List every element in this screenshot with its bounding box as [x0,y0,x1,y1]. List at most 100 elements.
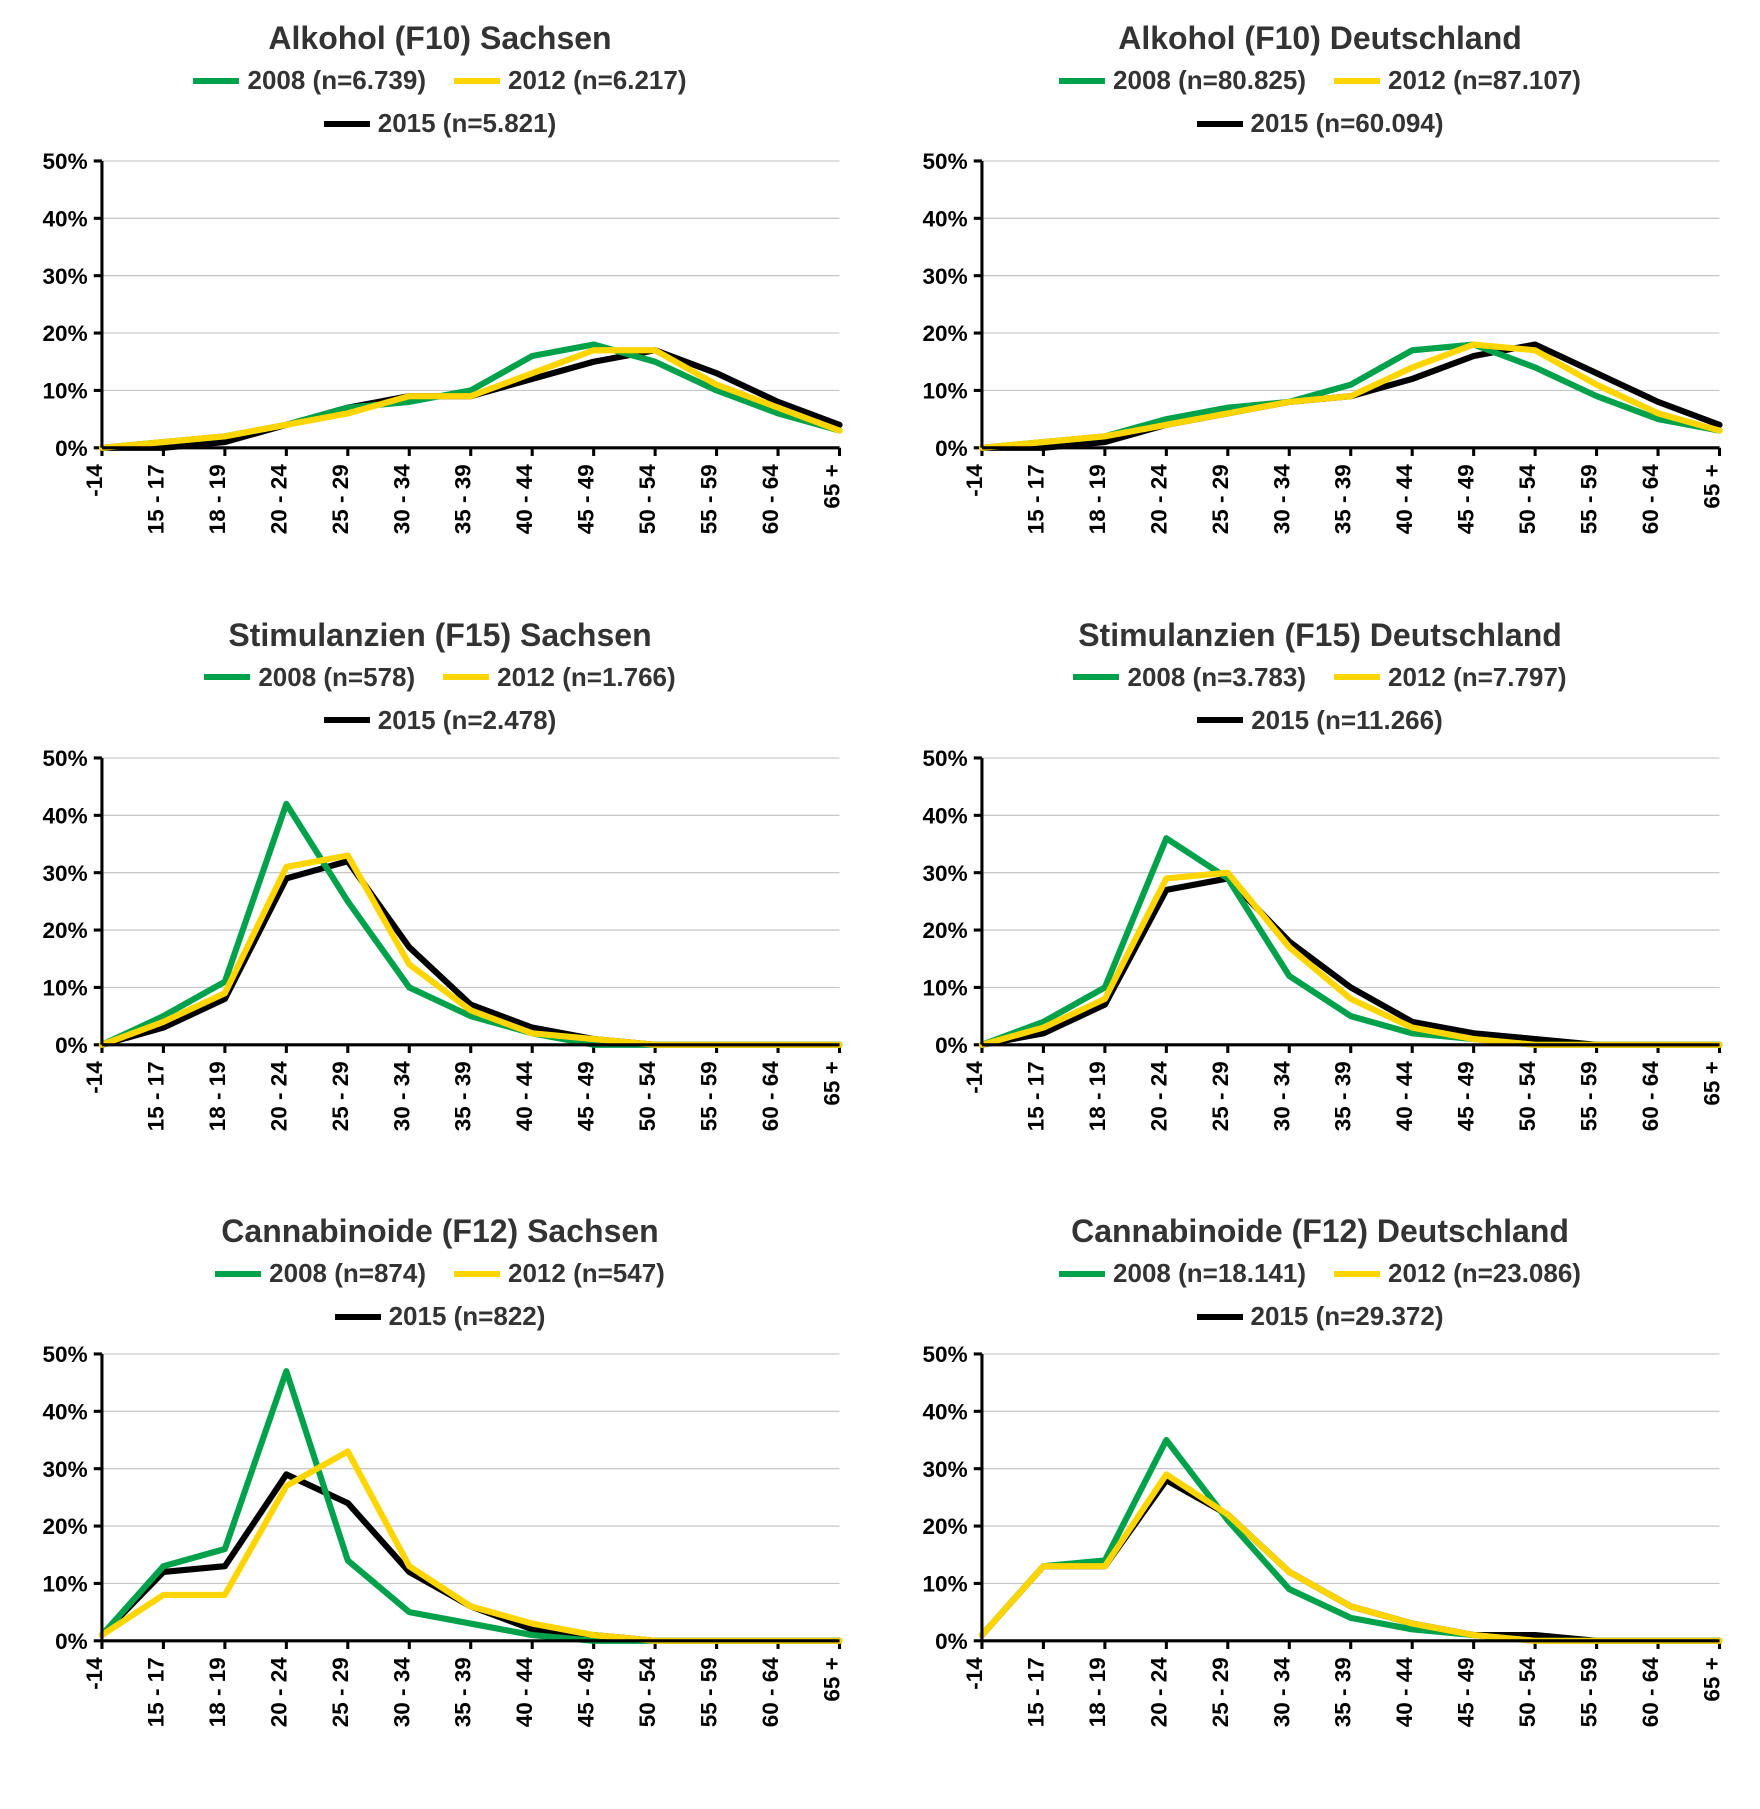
svg-text:15 - 17: 15 - 17 [1023,1061,1048,1131]
svg-text:18 - 19: 18 - 19 [205,1061,230,1131]
svg-text:-14: -14 [962,1657,987,1690]
svg-text:0%: 0% [55,436,88,461]
legend-swatch [193,78,239,84]
svg-text:40 - 44: 40 - 44 [512,1657,537,1728]
svg-text:40 - 44: 40 - 44 [1392,1657,1417,1728]
svg-text:10%: 10% [923,379,968,404]
svg-text:25 - 29: 25 - 29 [328,1061,353,1131]
chart-title: Alkohol (F10) Sachsen [268,20,611,57]
legend-item-2015: 2015 (n=29.372) [1197,1301,1444,1332]
svg-text:20%: 20% [43,1515,88,1540]
svg-text:50 - 54: 50 - 54 [1515,464,1540,535]
panel-0: Alkohol (F10) Sachsen 2008 (n=6.739) 201… [20,20,860,587]
svg-text:50 - 54: 50 - 54 [1515,1060,1540,1131]
legend: 2008 (n=578) 2012 (n=1.766) 2015 (n=2.47… [120,662,760,736]
svg-text:10%: 10% [923,1572,968,1597]
svg-text:45 - 49: 45 - 49 [574,1658,599,1728]
svg-text:60 - 64: 60 - 64 [1638,1657,1663,1728]
svg-text:30 - 34: 30 - 34 [389,464,414,535]
svg-text:45 - 49: 45 - 49 [1454,464,1479,534]
svg-text:30 - 34: 30 - 34 [389,1657,414,1728]
svg-text:0%: 0% [935,1033,968,1058]
svg-text:50 - 54: 50 - 54 [635,1657,660,1728]
svg-text:30 - 34: 30 - 34 [1269,1657,1294,1728]
svg-text:55 - 59: 55 - 59 [697,1658,722,1728]
svg-text:35 - 39: 35 - 39 [451,464,476,534]
legend-item-2008: 2008 (n=18.141) [1059,1258,1306,1289]
svg-text:40 - 44: 40 - 44 [1392,1060,1417,1131]
svg-text:0%: 0% [935,1629,968,1654]
svg-text:60 - 64: 60 - 64 [1638,1060,1663,1131]
svg-text:50%: 50% [923,746,968,771]
plot: 0%10%20%30%40%50%-1415 - 1718 - 1920 - 2… [20,145,860,587]
svg-text:55 - 59: 55 - 59 [1577,464,1602,534]
svg-text:65 +: 65 + [820,464,845,508]
svg-text:20 - 24: 20 - 24 [1146,1657,1171,1728]
plot: 0%10%20%30%40%50%-1415 - 1718 - 1920 - 2… [20,1338,860,1780]
svg-text:18 - 19: 18 - 19 [1085,1061,1110,1131]
legend-item-2015: 2015 (n=11.266) [1197,705,1443,736]
legend-item-2015: 2015 (n=5.821) [324,108,557,139]
legend-item-2008: 2008 (n=578) [204,662,415,693]
svg-text:55 - 59: 55 - 59 [697,464,722,534]
svg-text:30%: 30% [43,264,88,289]
svg-text:18 - 19: 18 - 19 [205,464,230,534]
svg-text:20%: 20% [43,321,88,346]
svg-text:55 - 59: 55 - 59 [1577,1658,1602,1728]
svg-text:35 - 39: 35 - 39 [451,1658,476,1728]
svg-text:30 - 34: 30 - 34 [1269,464,1294,535]
plot: 0%10%20%30%40%50%-1415 - 1718 - 1920 - 2… [900,1338,1740,1780]
legend-item-2008: 2008 (n=80.825) [1059,65,1306,96]
svg-text:45 - 49: 45 - 49 [574,464,599,534]
svg-text:25 - 29: 25 - 29 [1208,1658,1233,1728]
svg-text:40%: 40% [43,1400,88,1425]
svg-text:60 - 64: 60 - 64 [758,1657,783,1728]
svg-text:55 - 59: 55 - 59 [697,1061,722,1131]
legend-item-2012: 2012 (n=23.086) [1334,1258,1581,1289]
legend: 2008 (n=6.739) 2012 (n=6.217) 2015 (n=5.… [120,65,760,139]
svg-text:15 - 17: 15 - 17 [143,1658,168,1728]
svg-text:45 - 49: 45 - 49 [1454,1061,1479,1131]
legend: 2008 (n=80.825) 2012 (n=87.107) 2015 (n=… [1000,65,1640,139]
svg-text:-14: -14 [82,464,107,497]
svg-text:35 - 39: 35 - 39 [1331,1061,1356,1131]
svg-text:-14: -14 [962,1060,987,1093]
svg-text:45 - 49: 45 - 49 [574,1061,599,1131]
svg-text:15 - 17: 15 - 17 [1023,1658,1048,1728]
legend-item-2015: 2015 (n=60.094) [1197,108,1444,139]
legend: 2008 (n=874) 2012 (n=547) 2015 (n=822) [120,1258,760,1332]
svg-text:10%: 10% [923,975,968,1000]
panel-4: Cannabinoide (F12) Sachsen 2008 (n=874) … [20,1213,860,1780]
svg-text:18 - 19: 18 - 19 [1085,464,1110,534]
legend-swatch [454,78,500,84]
plot: 0%10%20%30%40%50%-1415 - 1718 - 1920 - 2… [900,742,1740,1184]
svg-text:15 - 17: 15 - 17 [143,464,168,534]
chart-title: Stimulanzien (F15) Deutschland [1078,617,1562,654]
svg-text:65 +: 65 + [820,1658,845,1702]
svg-text:20%: 20% [923,321,968,346]
svg-text:65 +: 65 + [1700,464,1725,508]
svg-text:20 - 24: 20 - 24 [266,1657,291,1728]
svg-text:30%: 30% [923,861,968,886]
svg-text:0%: 0% [55,1629,88,1654]
svg-text:50%: 50% [43,746,88,771]
svg-text:60 - 64: 60 - 64 [758,464,783,535]
svg-text:20 - 24: 20 - 24 [1146,464,1171,535]
legend-item-2008: 2008 (n=6.739) [193,65,426,96]
svg-text:18 - 19: 18 - 19 [1085,1658,1110,1728]
svg-text:60 - 64: 60 - 64 [758,1060,783,1131]
svg-text:40%: 40% [43,803,88,828]
svg-text:50%: 50% [43,149,88,174]
legend: 2008 (n=3.783) 2012 (n=7.797) 2015 (n=11… [1000,662,1640,736]
svg-text:25 - 29: 25 - 29 [1208,1061,1233,1131]
svg-text:60 - 64: 60 - 64 [1638,464,1663,535]
panel-3: Stimulanzien (F15) Deutschland 2008 (n=3… [900,617,1740,1184]
svg-text:50 - 54: 50 - 54 [635,1060,660,1131]
svg-text:0%: 0% [55,1033,88,1058]
svg-text:20 - 24: 20 - 24 [266,464,291,535]
svg-text:40%: 40% [43,207,88,232]
svg-text:65 +: 65 + [820,1061,845,1105]
svg-text:25 - 29: 25 - 29 [1208,464,1233,534]
legend-item-2008: 2008 (n=3.783) [1073,662,1306,693]
svg-text:30%: 30% [923,1457,968,1482]
